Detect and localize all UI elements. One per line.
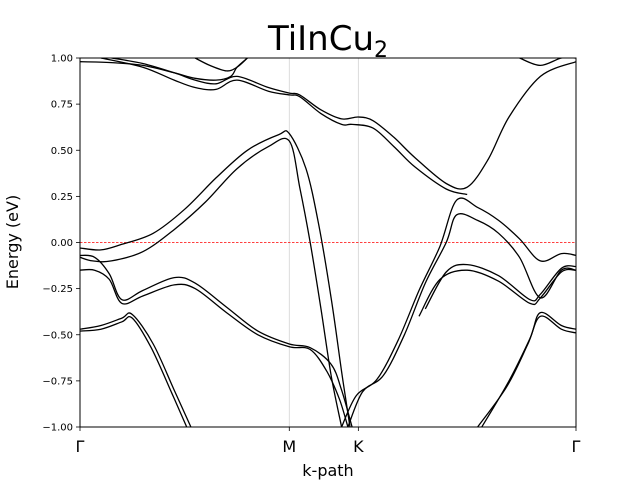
- band-line: [80, 58, 248, 81]
- band-line: [80, 137, 343, 427]
- y-tick-label: 1.00: [51, 54, 73, 65]
- band-line: [80, 315, 188, 427]
- band-line: [80, 254, 353, 427]
- band-line: [100, 58, 468, 196]
- y-tick-label: 0.25: [51, 192, 73, 203]
- x-tick-label: M: [282, 437, 296, 456]
- band-line: [111, 58, 576, 190]
- y-axis-label: Energy (eV): [3, 195, 22, 289]
- y-tick-label: 0.75: [51, 100, 73, 111]
- band-line: [341, 197, 576, 427]
- x-tick-label: Γ: [572, 437, 581, 456]
- band-line: [194, 58, 248, 72]
- y-tick-label: 0.50: [51, 146, 73, 157]
- band-line: [477, 315, 576, 427]
- y-tick-label: −0.75: [42, 376, 73, 387]
- x-axis-label: k-path: [302, 461, 353, 480]
- x-tick-label: K: [353, 437, 364, 456]
- band-line: [80, 268, 349, 427]
- y-axis: −1.00 −0.75 −0.50 −0.25 0.00 0.25 0.50 0.75 1.00: [42, 54, 80, 434]
- x-tick-label: Γ: [76, 437, 85, 456]
- y-tick-label: −0.25: [42, 284, 73, 295]
- band-lines: [80, 58, 576, 427]
- y-tick-label: −0.50: [42, 330, 73, 341]
- band-line: [424, 263, 576, 310]
- chart-title: TiInCu2: [267, 19, 388, 63]
- band-line: [519, 58, 576, 67]
- band-line: [80, 312, 192, 427]
- y-tick-label: −1.00: [42, 423, 73, 434]
- y-tick-label: 0.00: [51, 238, 73, 249]
- band-line: [80, 130, 351, 427]
- band-line: [418, 268, 576, 317]
- band-line: [347, 213, 576, 427]
